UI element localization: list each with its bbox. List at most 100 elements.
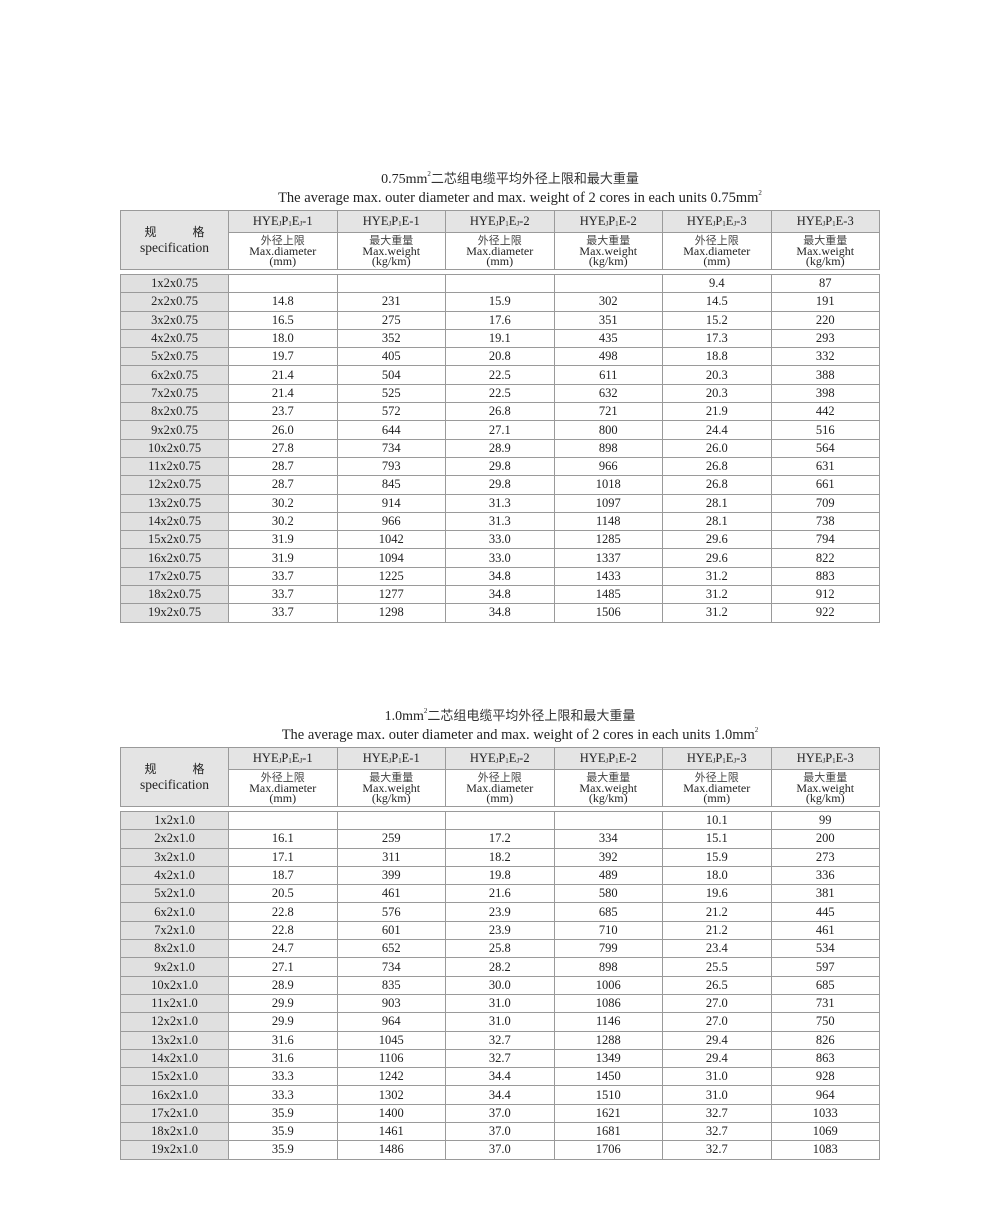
value-cell: 26.8 xyxy=(662,456,772,477)
value-cell: 498 xyxy=(553,347,663,367)
value-cell: 23.4 xyxy=(662,939,772,959)
value-cell: 631 xyxy=(770,456,880,477)
value-cell: 31.0 xyxy=(662,1085,772,1105)
value-cell: 33.7 xyxy=(228,603,338,623)
value-cell: 29.9 xyxy=(228,1012,338,1032)
spec-header-cell: 规 格 specification xyxy=(120,210,229,270)
unit-unit: (kg/km) xyxy=(371,791,411,805)
table-header: 规 格 specification HYEJP1EJ-1 HYEJP1E-1 HYEJP… xyxy=(120,210,880,270)
spec-cell: 3x2x1.0 xyxy=(120,847,229,867)
unit-en: Max.diameter xyxy=(249,781,317,795)
model-name-part: -3 xyxy=(736,214,747,228)
model-name-part: 1 xyxy=(615,757,619,765)
units-row: 外径上限 Max.diameter (mm) 最大重量 Max.weight (kg/km… xyxy=(121,769,880,807)
value-cell: 1069 xyxy=(770,1122,880,1142)
model-name-part: P xyxy=(825,214,833,228)
table-row: 5x2x0.75 19.7 405 20.8 498 18.8 332 xyxy=(120,347,880,367)
unit-cn: 外径上限 xyxy=(477,771,522,784)
value-cell: 1621 xyxy=(553,1103,663,1124)
value-cell: 31.6 xyxy=(228,1030,338,1050)
spec-cell: 2x2x1.0 xyxy=(120,829,229,849)
unit-cn: 外径上限 xyxy=(260,234,305,247)
value-cell: 19.7 xyxy=(228,347,338,367)
value-cell: 1706 xyxy=(553,1140,663,1160)
spec-cell: 14x2x0.75 xyxy=(120,511,229,532)
spec-cell: 12x2x0.75 xyxy=(120,475,229,495)
table-row: 13x2x1.0 31.6 1045 32.7 1288 29.4 826 xyxy=(120,1030,880,1050)
value-cell: 26.8 xyxy=(445,402,555,422)
value-cell: 964 xyxy=(770,1085,880,1105)
value-cell: 1288 xyxy=(553,1030,663,1050)
value-cell: 33.0 xyxy=(445,530,555,550)
value-cell: 25.8 xyxy=(445,939,555,959)
table-subtitle: The average max. outer diameter and max.… xyxy=(160,726,880,745)
model-name-part: 1 xyxy=(398,757,402,765)
spec-label-english: specification xyxy=(140,240,209,255)
model-name-part: 1 xyxy=(832,757,836,765)
value-cell: 18.8 xyxy=(662,347,772,367)
value-cell: 21.4 xyxy=(228,365,338,385)
value-cell: 20.3 xyxy=(662,365,772,385)
table-row: 13x2x0.75 30.2 914 31.3 1097 28.1 709 xyxy=(120,493,880,513)
spec-cell: 10x2x0.75 xyxy=(120,438,229,458)
value-cell: 220 xyxy=(770,310,880,330)
value-cell xyxy=(228,273,338,294)
table-section-1-0: 1.0mm2二芯组电缆平均外径上限和最大重量 The average max. o… xyxy=(120,707,880,1160)
unit-header-cell: 最大重量 Max.weight (kg/km) xyxy=(553,232,663,270)
unit-header-cell: 外径上限 Max.diameter (mm) xyxy=(662,769,772,807)
value-cell: 30.2 xyxy=(228,511,338,532)
value-cell: 14.5 xyxy=(662,292,772,312)
units-row: 外径上限 Max.diameter (mm) 最大重量 Max.weight (kg/km… xyxy=(121,232,880,270)
value-cell: 835 xyxy=(336,975,446,995)
value-cell: 1506 xyxy=(553,603,663,623)
table-row: 4x2x1.0 18.7 399 19.8 489 18.0 336 xyxy=(120,865,880,886)
spec-cell: 12x2x1.0 xyxy=(120,1012,229,1032)
value-cell: 26.0 xyxy=(228,420,338,440)
value-cell: 32.7 xyxy=(662,1140,772,1160)
value-cell: 525 xyxy=(336,383,446,404)
spec-cell: 1x2x1.0 xyxy=(120,810,229,831)
value-cell: 18.7 xyxy=(228,865,338,886)
value-cell: 32.7 xyxy=(445,1030,555,1050)
value-cell xyxy=(228,810,338,831)
unit-header-cell: 最大重量 Max.weight (kg/km) xyxy=(553,769,663,807)
model-name-part: E-3 xyxy=(835,214,854,228)
title-superscript: 2 xyxy=(423,707,428,715)
value-cell: 685 xyxy=(553,902,663,922)
unit-en: Max.diameter xyxy=(466,781,534,795)
title-superscript: 2 xyxy=(427,170,431,178)
value-cell: 15.9 xyxy=(445,292,555,312)
value-cell: 273 xyxy=(770,847,880,867)
value-cell: 644 xyxy=(336,420,446,440)
unit-en: Max.weight xyxy=(579,781,638,795)
value-cell: 31.0 xyxy=(445,993,555,1014)
value-cell: 33.3 xyxy=(228,1085,338,1105)
value-cell xyxy=(336,273,446,294)
value-cell: 399 xyxy=(336,865,446,886)
model-name-part: J xyxy=(712,757,716,765)
spec-cell: 8x2x1.0 xyxy=(120,939,229,959)
table-row: 16x2x1.0 33.3 1302 34.4 1510 31.0 964 xyxy=(120,1085,880,1105)
value-cell: 17.2 xyxy=(445,829,555,849)
value-cell: 28.1 xyxy=(662,493,772,513)
spec-cell: 5x2x1.0 xyxy=(120,884,229,904)
value-cell: 1681 xyxy=(553,1122,663,1142)
model-name-part: -3 xyxy=(736,751,747,765)
value-cell: 1285 xyxy=(553,530,663,550)
table-row: 16x2x0.75 31.9 1094 33.0 1337 29.6 822 xyxy=(120,548,880,568)
value-cell: 26.5 xyxy=(662,975,772,995)
model-name-part: E xyxy=(725,751,734,765)
spec-cell: 3x2x0.75 xyxy=(120,310,229,330)
value-cell: 28.2 xyxy=(445,957,555,977)
spec-cell: 17x2x0.75 xyxy=(120,566,229,587)
value-cell: 27.0 xyxy=(662,993,772,1014)
value-cell xyxy=(553,810,663,831)
table-row: 12x2x1.0 29.9 964 31.0 1146 27.0 750 xyxy=(120,1012,880,1032)
value-cell: 19.1 xyxy=(445,328,555,349)
title-chinese: 二芯组电缆平均外径上限和最大重量 xyxy=(427,709,636,724)
value-cell: 1486 xyxy=(336,1140,446,1160)
spec-cell: 16x2x1.0 xyxy=(120,1085,229,1105)
value-cell: 1337 xyxy=(553,548,663,568)
value-cell: 17.1 xyxy=(228,847,338,867)
value-cell: 31.3 xyxy=(445,493,555,513)
